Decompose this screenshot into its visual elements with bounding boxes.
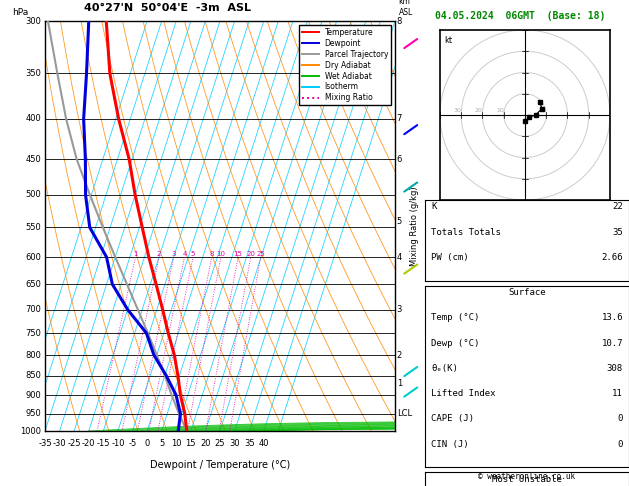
Text: 8: 8: [209, 251, 214, 257]
Text: 15: 15: [186, 439, 196, 448]
Text: LCL: LCL: [397, 409, 412, 418]
Text: 4: 4: [397, 253, 402, 261]
Text: 22: 22: [612, 203, 623, 211]
Text: 5: 5: [397, 217, 402, 226]
Text: 450: 450: [26, 155, 42, 164]
Text: Most Unstable: Most Unstable: [492, 475, 562, 484]
Text: -15: -15: [97, 439, 110, 448]
Text: 10.7: 10.7: [601, 339, 623, 347]
Text: -25: -25: [67, 439, 81, 448]
Text: 0: 0: [618, 440, 623, 449]
Text: 650: 650: [26, 280, 42, 289]
Text: θₑ(K): θₑ(K): [431, 364, 458, 373]
Text: 0: 0: [618, 415, 623, 423]
Text: 950: 950: [26, 409, 42, 418]
Text: 25: 25: [257, 251, 265, 257]
Text: kt: kt: [444, 36, 452, 45]
Text: Mixing Ratio (g/kg): Mixing Ratio (g/kg): [409, 186, 419, 266]
Text: 5: 5: [191, 251, 195, 257]
Text: 1: 1: [397, 379, 402, 388]
Text: 15: 15: [234, 251, 243, 257]
Text: 2.66: 2.66: [601, 253, 623, 262]
Text: 10: 10: [216, 251, 225, 257]
Text: Surface: Surface: [508, 288, 546, 297]
Text: Temp (°C): Temp (°C): [431, 313, 479, 322]
Text: PW (cm): PW (cm): [431, 253, 469, 262]
Text: Lifted Index: Lifted Index: [431, 389, 496, 398]
Text: 40°27'N  50°04'E  -3m  ASL: 40°27'N 50°04'E -3m ASL: [84, 3, 251, 13]
Text: 1000: 1000: [21, 427, 42, 435]
Text: 3: 3: [172, 251, 176, 257]
Text: 35: 35: [612, 228, 623, 237]
Text: 0: 0: [145, 439, 150, 448]
Text: 40: 40: [259, 439, 269, 448]
Text: 6: 6: [397, 155, 402, 164]
Text: 20: 20: [247, 251, 255, 257]
Text: 04.05.2024  06GMT  (Base: 18): 04.05.2024 06GMT (Base: 18): [435, 11, 606, 21]
Text: 500: 500: [26, 191, 42, 199]
Text: 2: 2: [157, 251, 161, 257]
Text: 300: 300: [26, 17, 42, 25]
Text: 7: 7: [397, 115, 402, 123]
Text: 800: 800: [26, 350, 42, 360]
Text: km
ASL: km ASL: [399, 0, 413, 17]
Text: CAPE (J): CAPE (J): [431, 415, 474, 423]
Text: 3: 3: [397, 305, 402, 314]
Text: 700: 700: [26, 305, 42, 314]
Text: 2: 2: [397, 350, 402, 360]
Text: CIN (J): CIN (J): [431, 440, 469, 449]
Text: © weatheronline.co.uk: © weatheronline.co.uk: [479, 472, 576, 481]
Text: Totals Totals: Totals Totals: [431, 228, 501, 237]
Text: 550: 550: [26, 223, 42, 232]
Text: 5: 5: [159, 439, 164, 448]
Text: 10: 10: [496, 108, 504, 113]
Text: 13.6: 13.6: [601, 313, 623, 322]
Text: 900: 900: [26, 391, 42, 399]
Text: -20: -20: [82, 439, 96, 448]
Text: Dewpoint / Temperature (°C): Dewpoint / Temperature (°C): [150, 460, 290, 469]
Text: 11: 11: [612, 389, 623, 398]
Legend: Temperature, Dewpoint, Parcel Trajectory, Dry Adiabat, Wet Adiabat, Isotherm, Mi: Temperature, Dewpoint, Parcel Trajectory…: [299, 25, 391, 105]
Text: 350: 350: [26, 69, 42, 78]
Text: -5: -5: [128, 439, 136, 448]
Text: 30: 30: [230, 439, 240, 448]
Text: 20: 20: [475, 108, 482, 113]
Text: -30: -30: [53, 439, 67, 448]
Text: 4: 4: [182, 251, 187, 257]
Text: -35: -35: [38, 439, 52, 448]
Text: 750: 750: [26, 329, 42, 338]
Text: 25: 25: [214, 439, 225, 448]
Text: 10: 10: [171, 439, 182, 448]
Text: K: K: [431, 203, 437, 211]
Text: 30: 30: [454, 108, 461, 113]
Text: 8: 8: [397, 17, 402, 25]
Text: 1: 1: [133, 251, 138, 257]
Text: 35: 35: [244, 439, 255, 448]
Text: 600: 600: [26, 253, 42, 261]
Text: 850: 850: [26, 371, 42, 380]
Text: hPa: hPa: [13, 8, 29, 17]
Text: 400: 400: [26, 115, 42, 123]
Text: -10: -10: [111, 439, 125, 448]
Text: Dewp (°C): Dewp (°C): [431, 339, 479, 347]
Text: 308: 308: [607, 364, 623, 373]
Text: 20: 20: [200, 439, 211, 448]
